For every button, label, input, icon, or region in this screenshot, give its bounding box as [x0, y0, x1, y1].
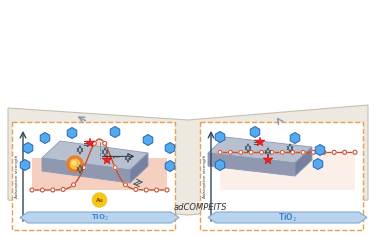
Text: >1 μm: >1 μm: [105, 155, 120, 159]
Circle shape: [218, 150, 222, 154]
Polygon shape: [208, 137, 312, 163]
Polygon shape: [40, 132, 50, 143]
Circle shape: [343, 150, 347, 154]
Circle shape: [259, 150, 264, 154]
Polygon shape: [42, 158, 130, 183]
Polygon shape: [313, 159, 323, 169]
Text: adCOMPEITS: adCOMPEITS: [173, 203, 227, 212]
Circle shape: [311, 150, 315, 154]
Circle shape: [70, 159, 80, 169]
Polygon shape: [8, 105, 368, 215]
Polygon shape: [220, 154, 355, 190]
Polygon shape: [67, 127, 77, 139]
Circle shape: [51, 188, 55, 192]
Polygon shape: [165, 143, 175, 153]
Circle shape: [82, 166, 86, 169]
Polygon shape: [165, 160, 175, 172]
Circle shape: [103, 141, 107, 145]
Circle shape: [123, 183, 127, 187]
Polygon shape: [130, 153, 148, 183]
Text: Adsorption strength: Adsorption strength: [203, 154, 207, 198]
Circle shape: [40, 188, 44, 192]
Circle shape: [322, 150, 326, 154]
Circle shape: [144, 188, 148, 192]
Circle shape: [61, 187, 65, 191]
Polygon shape: [295, 147, 312, 176]
Polygon shape: [32, 158, 167, 190]
Circle shape: [165, 188, 169, 192]
Polygon shape: [315, 144, 325, 156]
Circle shape: [67, 156, 83, 172]
Circle shape: [92, 141, 96, 145]
Text: Au: Au: [96, 198, 103, 202]
Circle shape: [301, 150, 305, 154]
Polygon shape: [250, 126, 260, 138]
Polygon shape: [20, 160, 30, 170]
Circle shape: [155, 188, 159, 192]
Circle shape: [332, 150, 336, 154]
Circle shape: [353, 150, 357, 154]
Circle shape: [280, 150, 284, 154]
Polygon shape: [32, 139, 167, 190]
Polygon shape: [208, 212, 367, 223]
Polygon shape: [290, 132, 300, 143]
Polygon shape: [215, 131, 225, 143]
Text: TiO$_2$: TiO$_2$: [91, 212, 108, 223]
Circle shape: [270, 150, 274, 154]
Circle shape: [113, 166, 117, 169]
Bar: [200, 122, 363, 230]
Polygon shape: [42, 141, 148, 170]
Polygon shape: [208, 153, 295, 176]
Polygon shape: [215, 160, 225, 170]
Text: TiO$_2$: TiO$_2$: [278, 211, 297, 224]
Circle shape: [72, 161, 76, 165]
Circle shape: [30, 188, 34, 192]
Polygon shape: [20, 212, 179, 223]
Bar: [12, 122, 175, 230]
Circle shape: [291, 150, 295, 154]
Text: Adsorption strength: Adsorption strength: [15, 154, 19, 198]
Polygon shape: [23, 143, 33, 153]
Circle shape: [249, 150, 253, 154]
Circle shape: [92, 193, 106, 207]
Circle shape: [134, 187, 138, 191]
Polygon shape: [110, 126, 120, 138]
Circle shape: [239, 150, 243, 154]
Circle shape: [71, 183, 76, 187]
Circle shape: [228, 150, 232, 154]
Polygon shape: [143, 135, 153, 146]
